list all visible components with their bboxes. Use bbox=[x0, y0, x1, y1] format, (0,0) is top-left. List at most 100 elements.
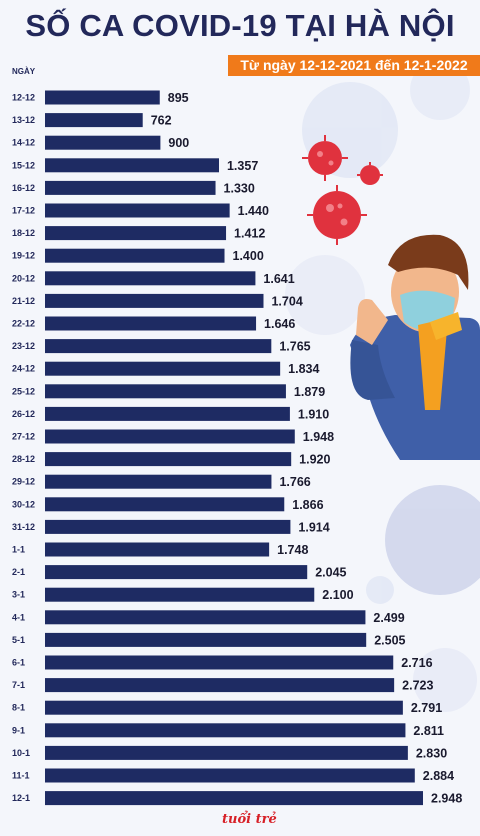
category-label: 24-12 bbox=[12, 364, 35, 374]
category-label: 22-12 bbox=[12, 319, 35, 329]
value-label: 2.811 bbox=[413, 724, 444, 738]
bar bbox=[45, 678, 395, 693]
person-illustration bbox=[350, 234, 480, 460]
category-label: 19-12 bbox=[12, 251, 35, 261]
value-label: 895 bbox=[168, 91, 189, 105]
category-label: 10-1 bbox=[12, 748, 30, 758]
bar bbox=[45, 248, 225, 263]
value-label: 2.100 bbox=[322, 588, 353, 602]
value-label: 1.910 bbox=[298, 407, 329, 421]
category-label: 17-12 bbox=[12, 206, 35, 216]
bar bbox=[45, 610, 366, 625]
category-label: 25-12 bbox=[12, 386, 35, 396]
bar bbox=[45, 180, 216, 195]
bar bbox=[45, 90, 160, 105]
value-label: 900 bbox=[168, 136, 189, 150]
category-label: 15-12 bbox=[12, 160, 35, 170]
value-label: 1.834 bbox=[288, 362, 319, 376]
value-label: 1.765 bbox=[279, 340, 310, 354]
category-label: 16-12 bbox=[12, 183, 35, 193]
bar bbox=[45, 542, 270, 557]
category-label: 28-12 bbox=[12, 454, 35, 464]
category-label: 12-1 bbox=[12, 793, 30, 803]
category-label: 18-12 bbox=[12, 228, 35, 238]
value-label: 2.791 bbox=[411, 701, 442, 715]
value-label: 2.830 bbox=[416, 746, 447, 760]
bar bbox=[45, 406, 290, 421]
value-label: 1.641 bbox=[263, 272, 294, 286]
value-label: 1.357 bbox=[227, 159, 258, 173]
logo-text: tuổi trẻ bbox=[222, 812, 277, 827]
value-label: 762 bbox=[151, 114, 172, 128]
bar bbox=[45, 113, 143, 128]
category-label: 26-12 bbox=[12, 409, 35, 419]
category-label: 8-1 bbox=[12, 703, 25, 713]
category-label: 2-1 bbox=[12, 567, 25, 577]
category-label: 1-1 bbox=[12, 545, 25, 555]
bar bbox=[45, 316, 257, 331]
value-label: 2.723 bbox=[402, 679, 433, 693]
bar bbox=[45, 474, 272, 489]
column-label: NGÀY bbox=[12, 67, 36, 76]
category-label: 21-12 bbox=[12, 296, 35, 306]
value-label: 1.646 bbox=[264, 317, 295, 331]
bar bbox=[45, 519, 291, 534]
category-label: 20-12 bbox=[12, 273, 35, 283]
category-label: 5-1 bbox=[12, 635, 25, 645]
category-label: 7-1 bbox=[12, 680, 25, 690]
value-label: 1.330 bbox=[224, 181, 255, 195]
bar bbox=[45, 293, 264, 308]
value-label: 2.505 bbox=[374, 633, 405, 647]
category-label: 31-12 bbox=[12, 522, 35, 532]
category-label: 23-12 bbox=[12, 341, 35, 351]
red-virus-icon bbox=[302, 135, 383, 245]
category-label: 11-1 bbox=[12, 771, 30, 781]
bar bbox=[45, 497, 285, 512]
bar bbox=[45, 339, 272, 354]
value-label: 1.440 bbox=[238, 204, 269, 218]
value-label: 1.866 bbox=[292, 498, 323, 512]
value-label: 2.948 bbox=[431, 792, 462, 806]
category-label: 3-1 bbox=[12, 590, 25, 600]
value-label: 2.716 bbox=[401, 656, 432, 670]
bar bbox=[45, 587, 315, 602]
category-label: 29-12 bbox=[12, 477, 35, 487]
category-label: 4-1 bbox=[12, 612, 25, 622]
bar bbox=[45, 135, 161, 150]
category-label: 13-12 bbox=[12, 115, 35, 125]
bar bbox=[45, 203, 230, 218]
bar bbox=[45, 723, 406, 738]
value-label: 1.766 bbox=[279, 475, 310, 489]
bar bbox=[45, 226, 227, 241]
bar bbox=[45, 745, 408, 760]
value-label: 1.704 bbox=[271, 294, 302, 308]
bar bbox=[45, 768, 415, 783]
value-label: 1.879 bbox=[294, 385, 325, 399]
bar bbox=[45, 632, 367, 647]
value-label: 2.884 bbox=[423, 769, 454, 783]
value-label: 1.400 bbox=[233, 249, 264, 263]
date-range-banner: Từ ngày 12-12-2021 đến 12-1-2022 bbox=[228, 55, 480, 76]
value-label: 2.499 bbox=[373, 611, 404, 625]
category-label: 12-12 bbox=[12, 93, 35, 103]
bar bbox=[45, 655, 394, 670]
bar bbox=[45, 565, 308, 580]
bar bbox=[45, 158, 219, 173]
bar bbox=[45, 361, 281, 376]
bar bbox=[45, 429, 295, 444]
bar bbox=[45, 700, 403, 715]
category-label: 9-1 bbox=[12, 725, 25, 735]
value-label: 1.412 bbox=[234, 227, 265, 241]
value-label: 1.748 bbox=[277, 543, 308, 557]
category-label: 6-1 bbox=[12, 658, 25, 668]
category-label: 30-12 bbox=[12, 499, 35, 509]
value-label: 1.948 bbox=[303, 430, 334, 444]
category-label: 27-12 bbox=[12, 432, 35, 442]
chart-title: SỐ CA COVID-19 TẠI HÀ NỘI bbox=[25, 8, 455, 43]
value-label: 1.920 bbox=[299, 453, 330, 467]
bar bbox=[45, 384, 286, 399]
value-label: 2.045 bbox=[315, 566, 346, 580]
category-label: 14-12 bbox=[12, 138, 35, 148]
value-label: 1.914 bbox=[298, 520, 329, 534]
